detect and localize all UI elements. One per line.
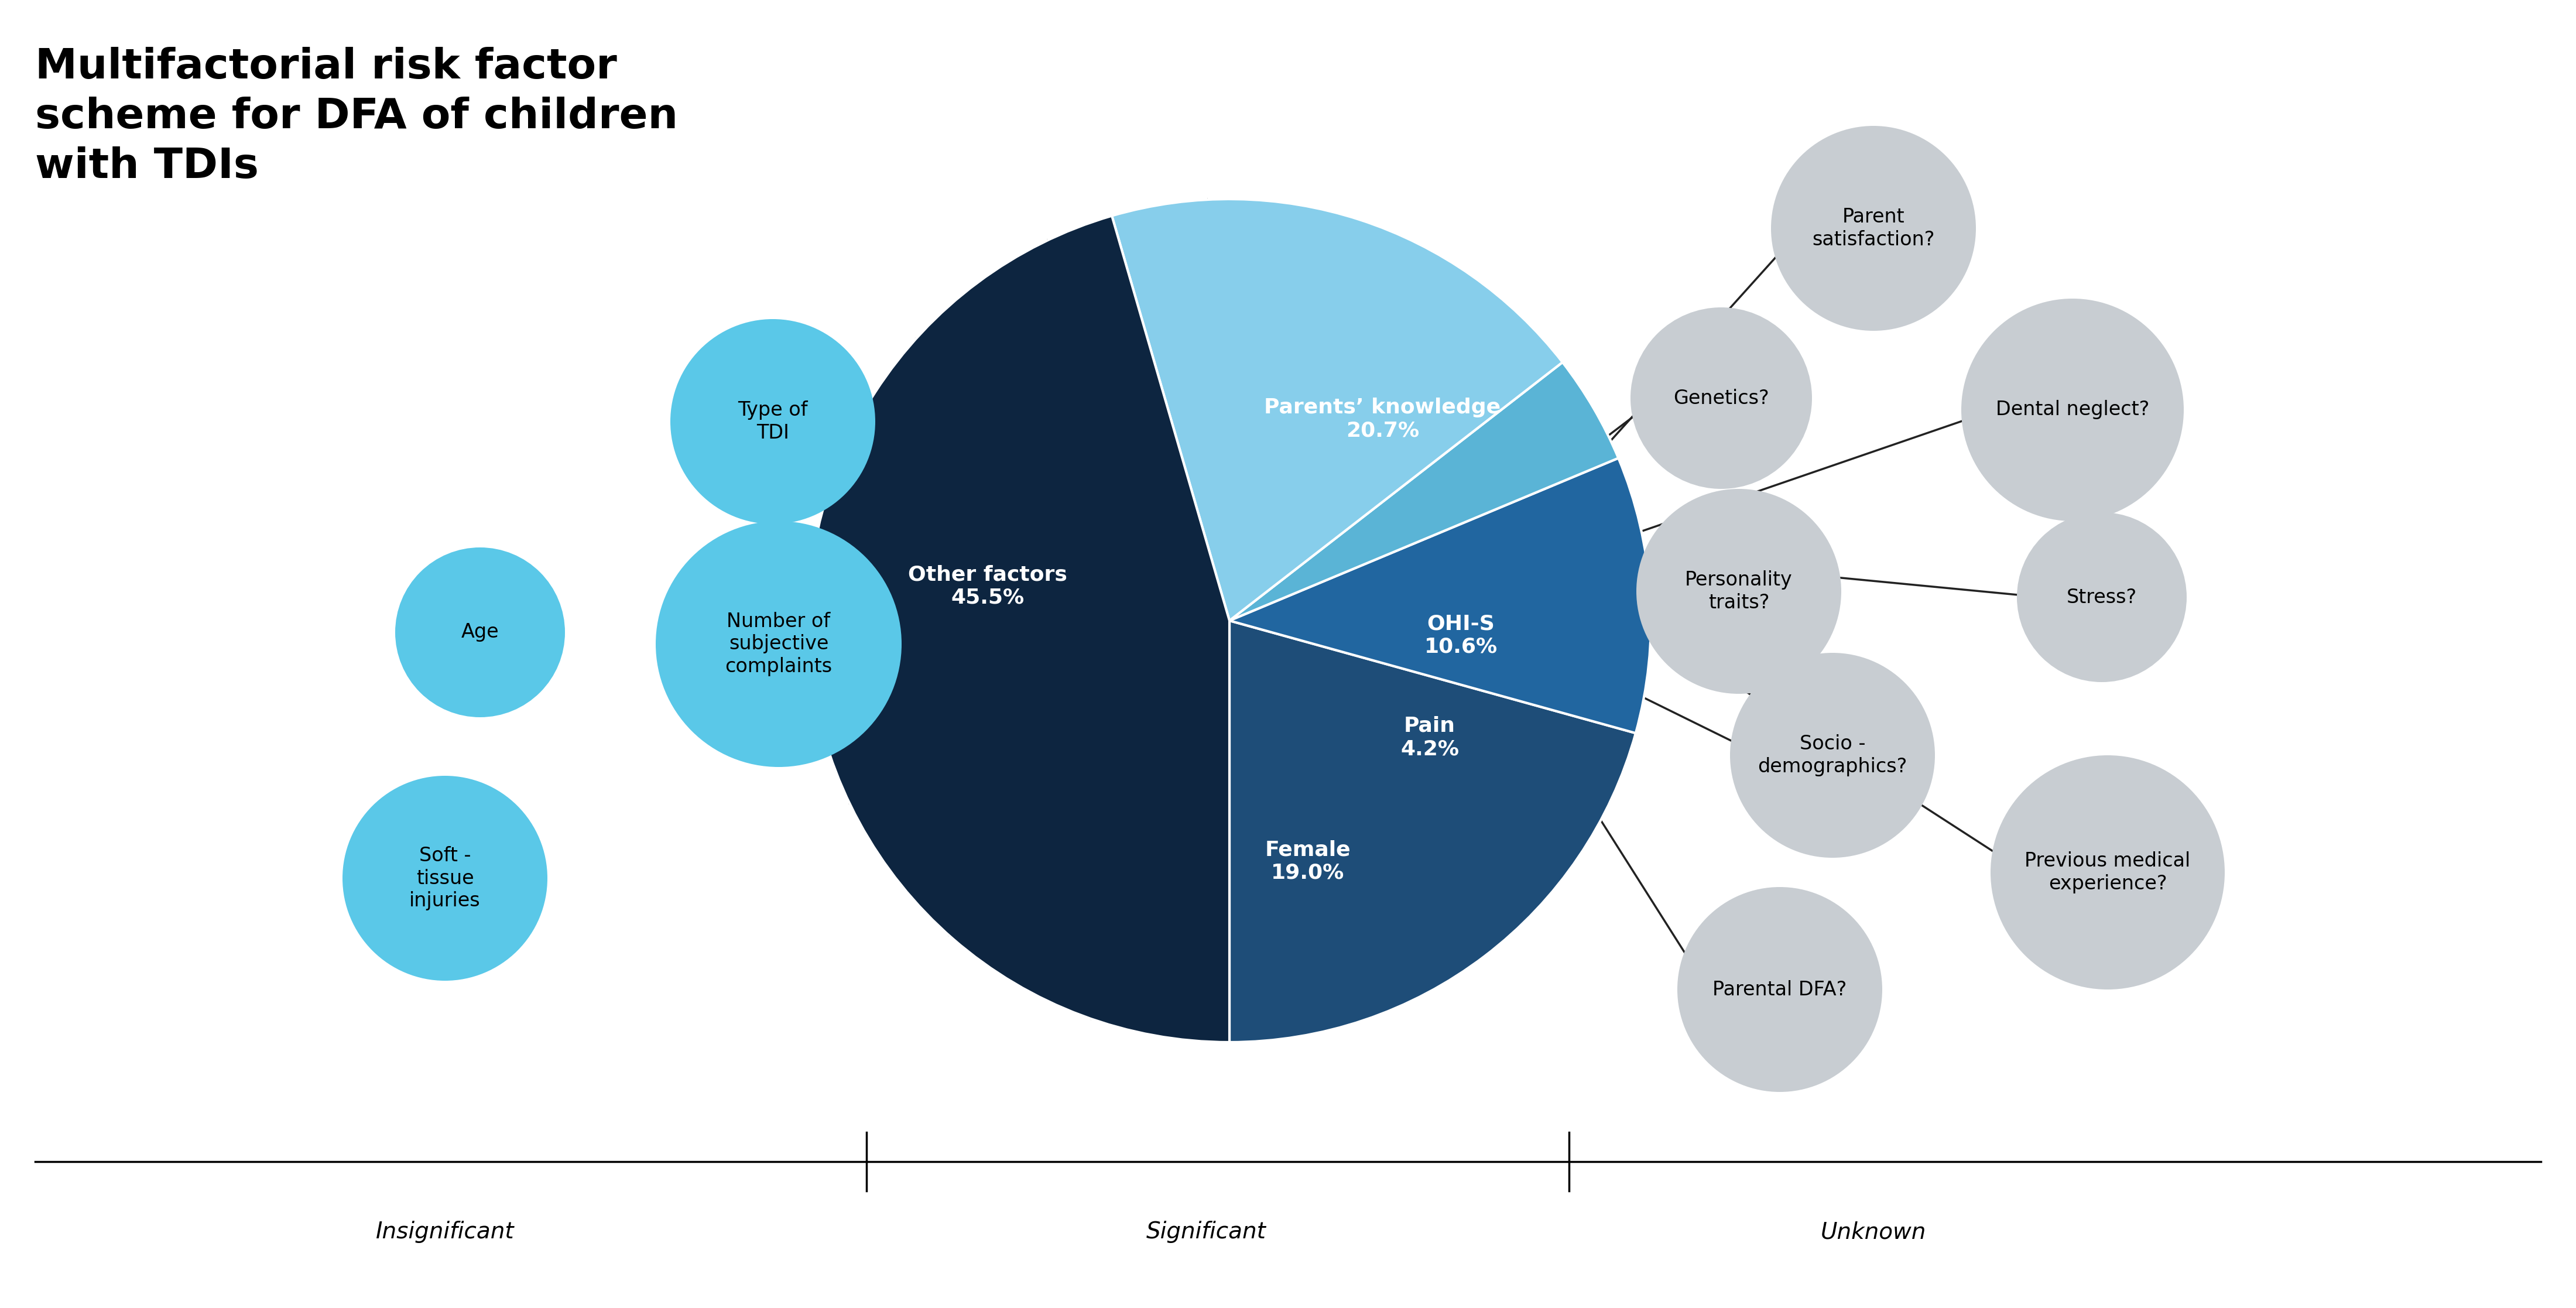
- Text: Dental neglect?: Dental neglect?: [1996, 400, 2148, 420]
- Text: Stress?: Stress?: [2066, 587, 2138, 607]
- Circle shape: [1991, 755, 2226, 989]
- Wedge shape: [809, 216, 1229, 1042]
- Circle shape: [2017, 513, 2187, 681]
- Text: Age: Age: [461, 623, 500, 642]
- Circle shape: [657, 521, 902, 766]
- Text: Socio -
demographics?: Socio - demographics?: [1757, 735, 1906, 776]
- Text: Previous medical
experience?: Previous medical experience?: [2025, 852, 2190, 893]
- Circle shape: [1677, 887, 1883, 1092]
- Circle shape: [343, 776, 546, 981]
- Text: Parent
satisfaction?: Parent satisfaction?: [1811, 208, 1935, 250]
- Text: Personality
traits?: Personality traits?: [1685, 570, 1793, 612]
- Text: Parental DFA?: Parental DFA?: [1713, 980, 1847, 999]
- Text: Unknown: Unknown: [1821, 1220, 1927, 1243]
- Wedge shape: [1113, 199, 1564, 620]
- Wedge shape: [1229, 620, 1636, 1042]
- Circle shape: [1772, 126, 1976, 331]
- Text: Female
19.0%: Female 19.0%: [1265, 840, 1350, 883]
- Circle shape: [394, 548, 564, 717]
- Text: Genetics?: Genetics?: [1674, 388, 1770, 408]
- Text: Insignificant: Insignificant: [376, 1220, 515, 1243]
- Wedge shape: [1229, 362, 1618, 620]
- Text: Pain
4.2%: Pain 4.2%: [1401, 715, 1458, 759]
- Circle shape: [670, 319, 876, 525]
- Text: Significant: Significant: [1146, 1220, 1265, 1243]
- Text: OHI-S
10.6%: OHI-S 10.6%: [1425, 613, 1497, 657]
- Circle shape: [1636, 489, 1842, 693]
- Text: Other factors
45.5%: Other factors 45.5%: [907, 565, 1066, 608]
- Circle shape: [1731, 653, 1935, 858]
- Circle shape: [1631, 307, 1811, 489]
- Text: Multifactorial risk factor
scheme for DFA of children
with TDIs: Multifactorial risk factor scheme for DF…: [36, 47, 677, 187]
- Text: Type of
TDI: Type of TDI: [737, 400, 809, 442]
- Text: Parents’ knowledge
20.7%: Parents’ knowledge 20.7%: [1265, 398, 1502, 441]
- Wedge shape: [1229, 458, 1651, 734]
- Text: Soft -
tissue
injuries: Soft - tissue injuries: [410, 846, 482, 910]
- Text: Number of
subjective
complaints: Number of subjective complaints: [724, 612, 832, 676]
- Circle shape: [1960, 298, 2184, 521]
